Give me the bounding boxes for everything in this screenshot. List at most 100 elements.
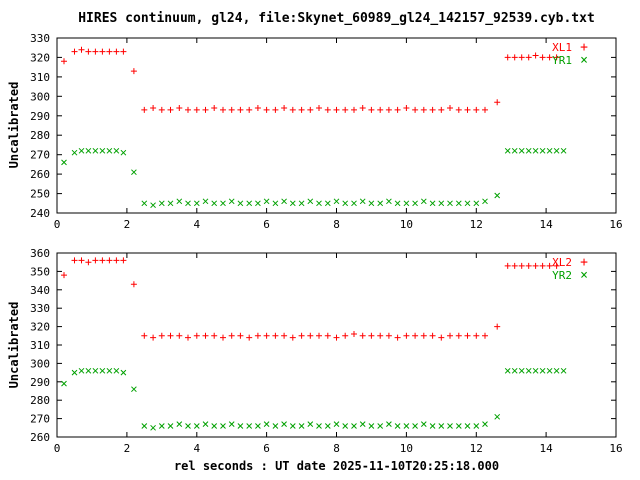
data-point-cross bbox=[211, 200, 218, 207]
data-point-cross bbox=[185, 423, 191, 429]
legend-row: YR1 × bbox=[470, 54, 596, 67]
data-point-plus bbox=[368, 332, 375, 339]
data-point-plus bbox=[263, 106, 270, 113]
data-point-cross bbox=[359, 421, 366, 427]
data-point-cross bbox=[289, 200, 296, 207]
data-point-cross bbox=[494, 192, 501, 199]
data-point-cross bbox=[131, 386, 137, 393]
x-tick-label: 0 bbox=[54, 442, 61, 455]
data-point-cross bbox=[518, 147, 525, 154]
x-tick-label: 12 bbox=[470, 218, 483, 231]
data-point-cross bbox=[92, 147, 99, 154]
data-point-plus bbox=[394, 334, 401, 341]
data-point-plus bbox=[130, 68, 137, 75]
data-point-plus bbox=[464, 106, 471, 113]
data-point-cross bbox=[532, 367, 539, 374]
data-point-plus bbox=[359, 105, 366, 111]
y-tick-label: 290 bbox=[30, 376, 50, 389]
data-point-plus bbox=[220, 334, 226, 341]
data-point-cross bbox=[342, 423, 349, 429]
data-point-plus bbox=[307, 332, 314, 339]
data-point-cross bbox=[193, 423, 200, 429]
data-point-cross bbox=[150, 424, 156, 431]
data-point-plus bbox=[246, 106, 253, 113]
data-point-cross bbox=[455, 423, 462, 429]
data-point-cross bbox=[237, 423, 244, 429]
data-point-cross bbox=[220, 200, 226, 207]
data-point-cross bbox=[176, 198, 183, 205]
data-point-plus bbox=[532, 52, 539, 59]
y-tick-label: 320 bbox=[30, 51, 50, 64]
data-point-cross bbox=[539, 367, 546, 374]
data-point-cross bbox=[368, 423, 375, 429]
data-point-cross bbox=[429, 423, 436, 429]
cross-marker-icon: × bbox=[580, 268, 588, 283]
data-point-plus bbox=[281, 332, 288, 339]
data-point-cross bbox=[78, 367, 85, 374]
data-point-cross bbox=[482, 198, 488, 205]
x-tick-label: 8 bbox=[333, 218, 340, 231]
top-plot-legend: XL1 + YR1 × bbox=[470, 41, 596, 67]
data-point-cross bbox=[220, 423, 226, 429]
data-point-cross bbox=[99, 147, 106, 154]
data-point-cross bbox=[158, 423, 165, 429]
data-point-plus bbox=[504, 54, 511, 61]
series-xl2 bbox=[61, 257, 560, 341]
data-point-plus bbox=[420, 106, 427, 113]
data-point-plus bbox=[289, 334, 296, 341]
data-point-plus bbox=[429, 106, 436, 113]
data-point-plus bbox=[511, 54, 518, 61]
x-tick-label: 0 bbox=[54, 218, 61, 231]
y-tick-label: 330 bbox=[30, 32, 50, 45]
x-tick-label: 14 bbox=[539, 218, 553, 231]
data-point-cross bbox=[272, 423, 279, 429]
data-point-plus bbox=[455, 106, 462, 113]
data-point-cross bbox=[85, 367, 92, 374]
legend-row: YR2 × bbox=[470, 269, 596, 282]
data-point-plus bbox=[158, 332, 165, 339]
data-point-cross bbox=[351, 423, 357, 429]
data-point-cross bbox=[272, 200, 279, 207]
data-point-plus bbox=[494, 99, 501, 106]
data-point-plus bbox=[525, 54, 532, 61]
y-tick-label: 280 bbox=[30, 129, 50, 142]
data-point-cross bbox=[298, 423, 305, 429]
data-point-cross bbox=[525, 147, 532, 154]
data-point-plus bbox=[254, 332, 261, 339]
x-tick-label: 12 bbox=[470, 442, 483, 455]
data-point-plus bbox=[272, 106, 279, 113]
data-point-cross bbox=[193, 200, 200, 207]
data-point-cross bbox=[120, 369, 127, 376]
legend-row: XL1 + bbox=[470, 41, 596, 54]
data-point-cross bbox=[511, 147, 518, 154]
x-tick-label: 2 bbox=[124, 442, 131, 455]
data-point-plus bbox=[176, 105, 183, 111]
data-point-plus bbox=[220, 106, 226, 113]
bottom-plot-legend: XL2 + YR2 × bbox=[470, 256, 596, 282]
data-point-plus bbox=[385, 106, 392, 113]
data-point-plus bbox=[316, 105, 322, 111]
data-point-plus bbox=[237, 332, 244, 339]
data-point-plus bbox=[193, 106, 200, 113]
x-tick-label: 10 bbox=[400, 442, 413, 455]
data-point-cross bbox=[255, 200, 261, 207]
data-point-cross bbox=[131, 169, 137, 176]
data-point-cross bbox=[150, 202, 156, 209]
data-point-cross bbox=[482, 421, 488, 427]
data-point-plus bbox=[228, 332, 235, 339]
y-tick-label: 260 bbox=[30, 168, 50, 181]
data-point-cross bbox=[377, 200, 384, 207]
data-point-plus bbox=[447, 332, 453, 339]
data-point-cross bbox=[263, 198, 270, 205]
chart-title: HIRES continuum, gl24, file:Skynet_60989… bbox=[78, 11, 595, 26]
data-point-cross bbox=[473, 423, 480, 429]
data-point-plus bbox=[106, 48, 113, 55]
data-point-plus bbox=[351, 331, 357, 337]
data-point-plus bbox=[61, 58, 67, 65]
data-point-cross bbox=[403, 423, 410, 429]
legend-row: XL2 + bbox=[470, 256, 596, 269]
data-point-cross bbox=[113, 147, 120, 154]
data-point-plus bbox=[246, 334, 253, 341]
data-point-cross bbox=[532, 147, 539, 154]
